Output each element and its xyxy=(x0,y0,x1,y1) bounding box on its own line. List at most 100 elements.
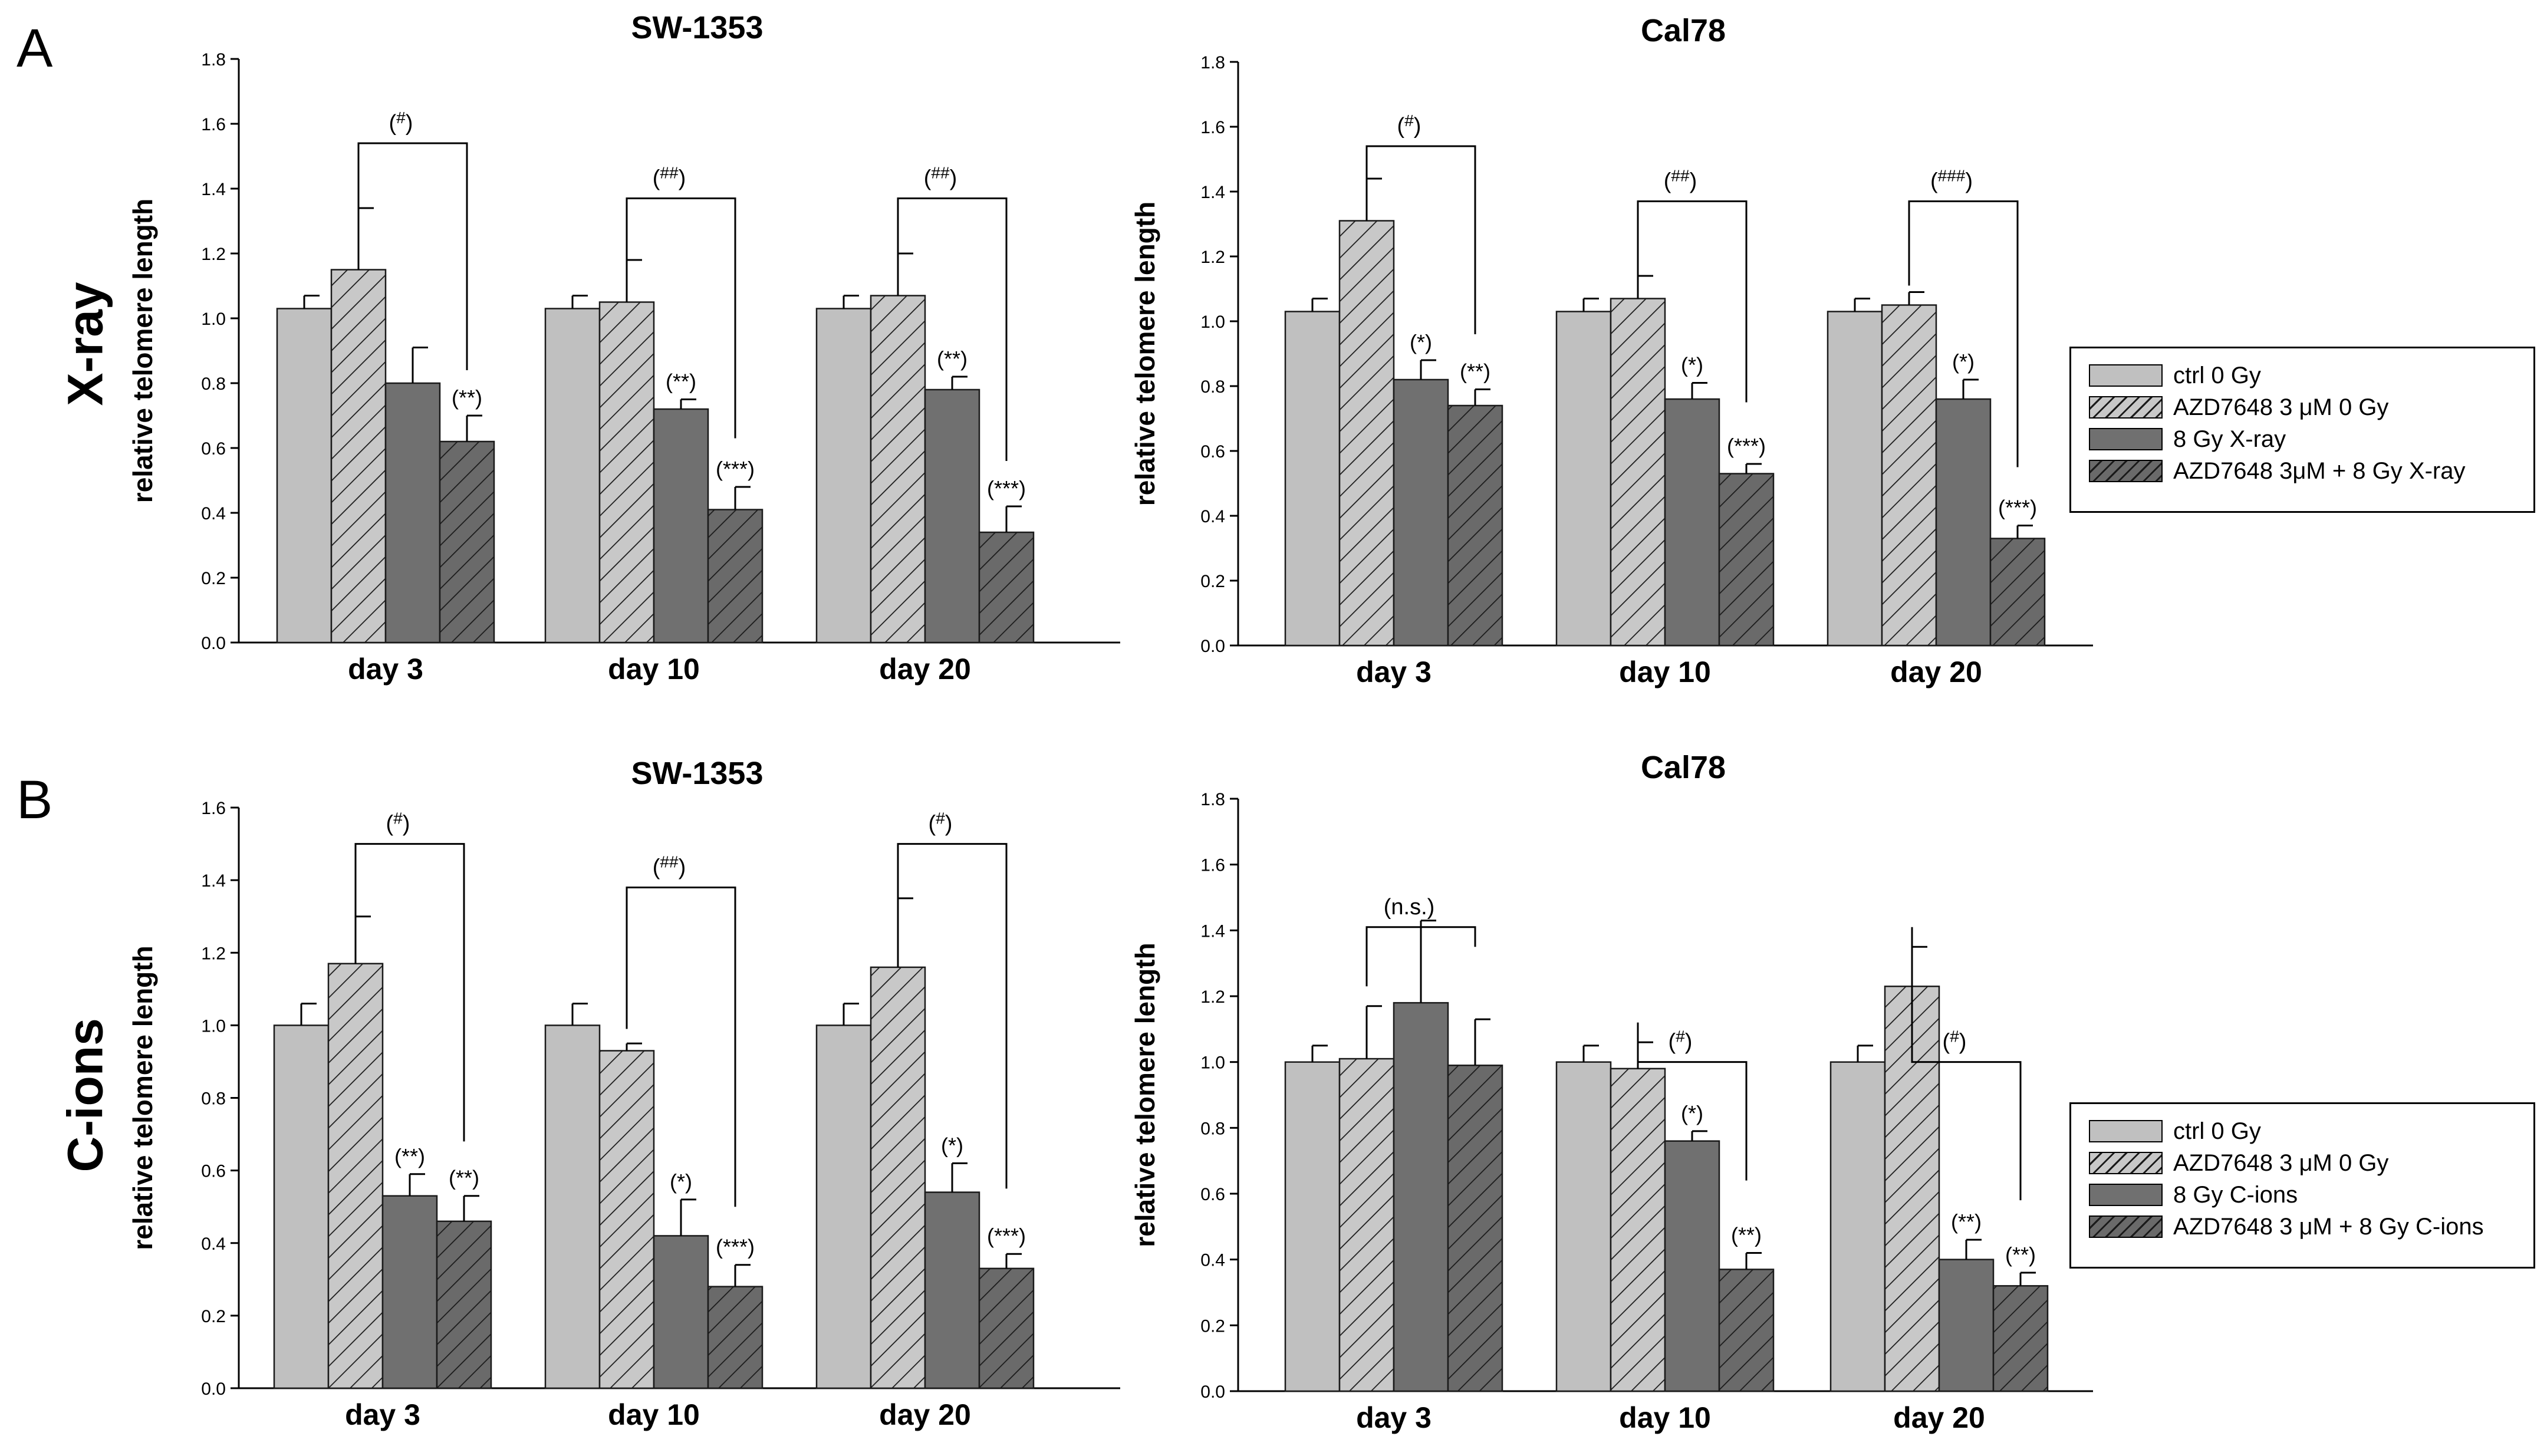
bracket-label: (#) xyxy=(386,809,410,836)
y-tick-label: 0.0 xyxy=(1200,1382,1225,1402)
significance-label: (**) xyxy=(2005,1243,2036,1267)
bar xyxy=(1829,1061,1886,1392)
bracket-label: (##) xyxy=(653,852,686,879)
y-tick-label: 0.8 xyxy=(1200,1119,1225,1138)
y-tick-label: 1.6 xyxy=(1200,118,1225,137)
bracket-label-sup: ## xyxy=(660,852,679,871)
significance-label: (*) xyxy=(1681,1101,1703,1125)
significance-bracket xyxy=(626,886,736,1207)
bracket-label-suffix: ) xyxy=(945,812,953,836)
bracket-label-prefix: (n.s.) xyxy=(1384,895,1435,920)
significance-label: (**) xyxy=(937,347,968,371)
legend-label: AZD7648 3 μM + 8 Gy C-ions xyxy=(2173,1213,2484,1240)
significance-bracket xyxy=(1911,927,2022,1201)
significance-label: (**) xyxy=(666,370,696,394)
significance-bracket xyxy=(1908,200,2019,467)
significance-label: (**) xyxy=(452,386,482,410)
bar xyxy=(544,308,601,644)
x-tick-label: day 20 xyxy=(879,653,971,686)
bar xyxy=(924,1191,980,1389)
significance-label: (*) xyxy=(1952,350,1975,374)
bracket-label-sup: # xyxy=(1950,1027,1959,1046)
bar xyxy=(1393,1002,1449,1392)
significance-label: (***) xyxy=(716,1235,755,1259)
x-tick-label: day 20 xyxy=(1890,655,1982,689)
y-tick-label: 0.8 xyxy=(201,1089,226,1109)
bar xyxy=(276,308,333,644)
legend-item-ctrl: ctrl 0 Gy xyxy=(2089,363,2261,388)
bracket-label-prefix: ( xyxy=(924,166,932,191)
significance-bracket xyxy=(1637,1022,1748,1181)
bar xyxy=(598,301,655,644)
significance-label: (***) xyxy=(987,1224,1026,1248)
y-tick-label: 1.0 xyxy=(201,1016,226,1036)
y-axis-label: relative telomere length xyxy=(127,199,158,503)
bar xyxy=(1393,378,1449,647)
y-tick-label: 1.2 xyxy=(201,245,226,264)
bar xyxy=(1881,304,1937,647)
significance-label: (*) xyxy=(670,1170,692,1194)
y-tick-label: 0.8 xyxy=(1200,377,1225,397)
bar xyxy=(653,408,709,644)
y-axis-label: relative telomere length xyxy=(1130,202,1160,506)
bar xyxy=(870,966,926,1389)
significance-label: (**) xyxy=(1460,360,1490,384)
bracket-label: (##) xyxy=(653,164,686,191)
y-tick-label: 0.4 xyxy=(201,1234,226,1254)
legend-label: AZD7648 3 μM 0 Gy xyxy=(2173,394,2389,420)
bar xyxy=(707,509,764,644)
bar xyxy=(924,388,980,644)
bracket-label-suffix: ) xyxy=(403,812,410,836)
bracket-label: (##) xyxy=(924,164,957,191)
bar xyxy=(707,1286,764,1389)
bracket-label-prefix: ( xyxy=(653,855,660,879)
y-tick-label: 1.0 xyxy=(1200,1053,1225,1073)
bar xyxy=(1610,1068,1666,1392)
chart-xray-cal78: Cal78 relative telomere length 0.0 0.2 0.4 0.… xyxy=(1130,13,2093,689)
y-axis-label: relative telomere length xyxy=(127,946,158,1250)
significance-label: (**) xyxy=(1951,1210,1982,1234)
y-tick-label: 0.0 xyxy=(1200,637,1225,656)
significance-label: (*) xyxy=(1681,353,1703,377)
bar xyxy=(1338,220,1395,647)
bracket-label-prefix: ( xyxy=(1397,114,1405,139)
y-tick-label: 1.0 xyxy=(1200,312,1225,332)
y-tick-label: 1.6 xyxy=(201,115,226,134)
chart-title: Cal78 xyxy=(1641,750,1726,785)
bar xyxy=(1284,1061,1341,1392)
bar xyxy=(1718,473,1775,647)
bar xyxy=(381,1195,438,1389)
bracket-label-suffix: ) xyxy=(1965,169,1973,194)
legend-label: ctrl 0 Gy xyxy=(2173,362,2261,388)
bracket-label-suffix: ) xyxy=(1414,114,1421,139)
significance-bracket xyxy=(626,197,736,439)
bracket-label-sup: ## xyxy=(1671,167,1690,185)
bracket-label-sup: # xyxy=(396,108,406,127)
significance-label: (***) xyxy=(716,457,755,481)
bar xyxy=(273,1025,330,1389)
bracket-label-suffix: ) xyxy=(1685,1030,1693,1055)
y-tick-label: 1.8 xyxy=(1200,790,1225,809)
significance-label: (**) xyxy=(1731,1223,1762,1247)
y-tick-label: 1.4 xyxy=(201,180,226,199)
y-tick-label: 0.4 xyxy=(1200,507,1225,526)
bracket-label-prefix: ( xyxy=(1669,1030,1676,1055)
significance-label: (*) xyxy=(1410,330,1432,354)
bar xyxy=(436,1220,492,1389)
legend-item-combination: AZD7648 3μM + 8 Gy X-ray xyxy=(2089,458,2465,484)
y-tick-label: 1.4 xyxy=(1200,183,1225,202)
bracket-label-prefix: ( xyxy=(929,812,936,836)
bracket-label-suffix: ) xyxy=(679,166,686,191)
significance-label: (***) xyxy=(1727,434,1766,458)
bracket-label-suffix: ) xyxy=(406,111,413,136)
legend-swatch-irradiated xyxy=(2089,1184,2163,1206)
bracket-label: (#) xyxy=(929,809,953,836)
y-tick-label: 0.8 xyxy=(201,374,226,394)
bracket-label-sup: # xyxy=(1676,1027,1685,1046)
significance-bracket xyxy=(897,843,1008,1189)
bar xyxy=(1447,1065,1503,1392)
bracket-label-sup: ## xyxy=(931,164,950,182)
significance-label: (***) xyxy=(987,476,1026,500)
bar xyxy=(384,382,441,644)
